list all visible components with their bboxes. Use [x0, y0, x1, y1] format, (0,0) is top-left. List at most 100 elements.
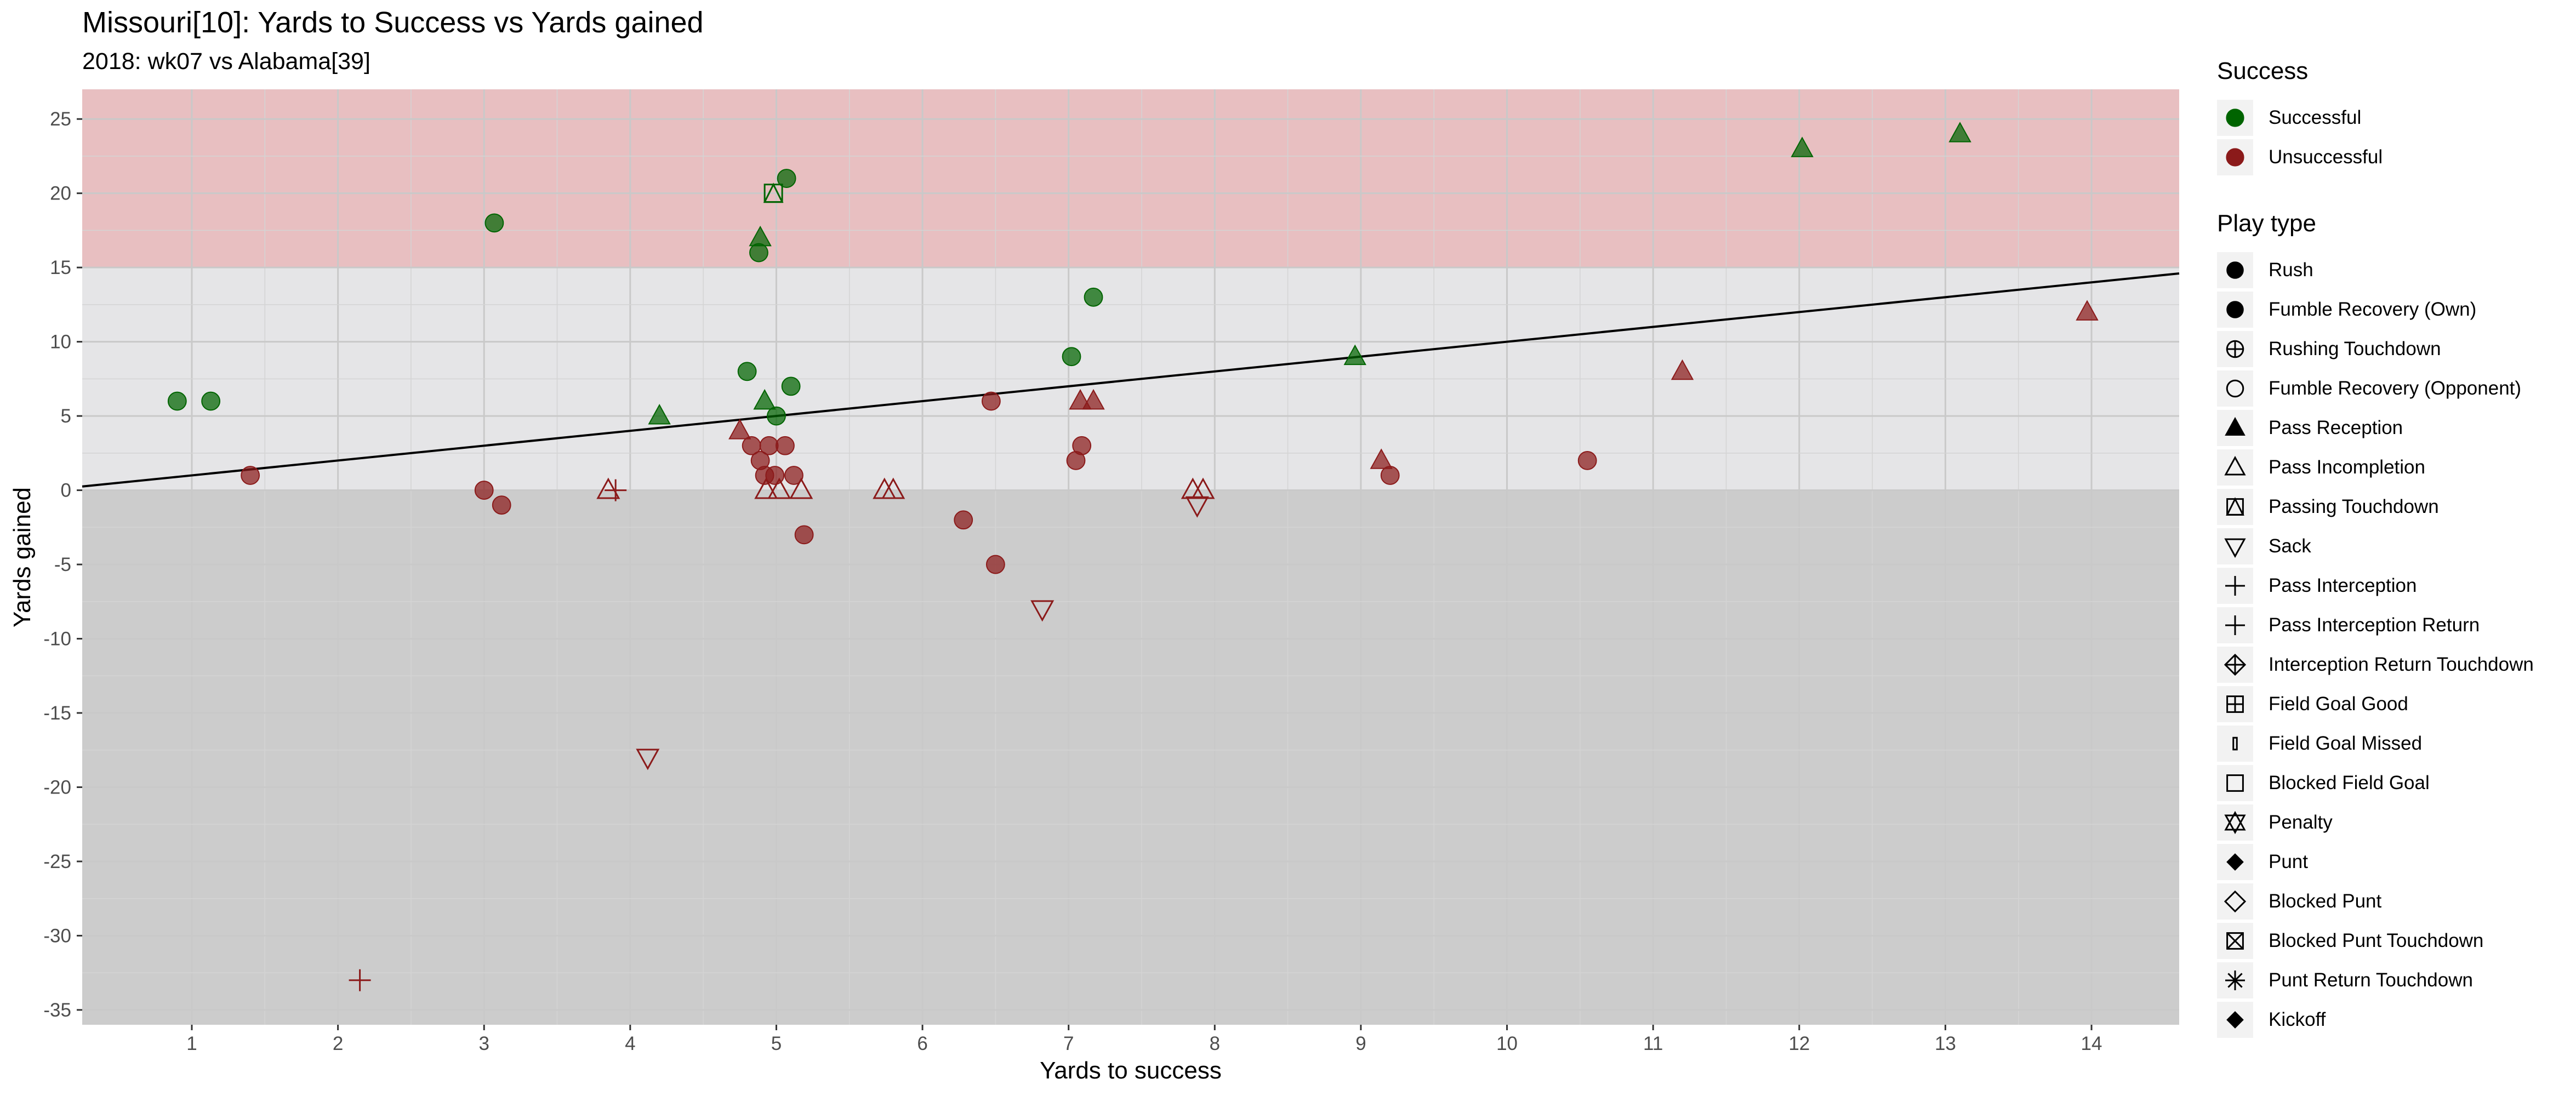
data-point-19 — [754, 477, 778, 499]
legend-play-type-item: Blocked Field Goal — [2217, 763, 2568, 803]
legend-play-type-label: Fumble Recovery (Own) — [2269, 299, 2477, 320]
legend-play-type-label: Sack — [2269, 535, 2311, 557]
y-tick-label: 25 — [50, 109, 71, 130]
star-of-david-icon — [2217, 804, 2253, 841]
data-point-34 — [981, 391, 1001, 411]
data-point-33 — [954, 510, 973, 530]
data-point-6 — [492, 495, 511, 515]
legend-play-type-item: Passing Touchdown — [2217, 487, 2568, 527]
x-tick-label: 3 — [478, 1033, 489, 1054]
legend-play-type-item: Field Goal Missed — [2217, 724, 2568, 763]
y-tick-label: -5 — [54, 554, 71, 575]
circle-plus-icon — [2217, 331, 2253, 367]
data-point-49 — [1577, 450, 1597, 470]
open-diamond-icon — [2217, 883, 2253, 920]
legend-play-type-item: Blocked Punt Touchdown — [2217, 921, 2568, 961]
data-point-30 — [794, 525, 814, 545]
y-tick-label: -15 — [43, 703, 71, 724]
x-tick-label: 5 — [771, 1033, 782, 1054]
plus-icon — [2217, 568, 2253, 604]
legend-play-type-label: Rush — [2269, 259, 2313, 281]
data-point-20 — [759, 436, 779, 455]
legend-play-type-label: Fumble Recovery (Opponent) — [2269, 378, 2522, 399]
x-tick-label: 8 — [1210, 1033, 1220, 1054]
legend-play-type-label: Punt — [2269, 851, 2308, 872]
data-point-3 — [349, 969, 371, 991]
legend-play-type-label: Interception Return Touchdown — [2269, 654, 2534, 675]
legend-play-type-item: Interception Return Touchdown — [2217, 645, 2568, 684]
x-tick-label: 13 — [1935, 1033, 1956, 1054]
legend-success-title: Success — [2217, 58, 2309, 84]
data-point-53 — [2076, 300, 2099, 321]
filled-diamond-icon — [2217, 1002, 2253, 1038]
open-circle-icon — [2217, 370, 2253, 407]
x-tick-label: 14 — [2081, 1033, 2102, 1054]
y-tick-label: -10 — [43, 629, 71, 650]
legend-success-label: Unsuccessful — [2269, 146, 2383, 168]
open-down-triangle-icon — [2217, 528, 2253, 564]
data-point-0 — [167, 391, 187, 411]
legend-play-type-title: Play type — [2217, 210, 2316, 237]
legend-play-type-label: Pass Interception — [2269, 575, 2417, 596]
legend-play-type-label: Penalty — [2269, 812, 2333, 833]
filled-circle-icon — [2217, 292, 2253, 328]
data-point-9 — [636, 749, 660, 770]
legend-play-type-label: Field Goal Good — [2269, 693, 2408, 715]
legend-play-type-item: Pass Reception — [2217, 408, 2568, 448]
legend-play-type-item: Field Goal Good — [2217, 684, 2568, 724]
y-axis-title: Yards gained — [9, 487, 36, 627]
legend-success-item: Successful — [2217, 98, 2568, 138]
filled-circle-icon — [2217, 100, 2253, 136]
legend-play-type-item: Punt — [2217, 842, 2568, 882]
legend-play-type-item: Penalty — [2217, 803, 2568, 842]
data-point-32 — [881, 477, 905, 499]
data-point-47 — [1370, 448, 1393, 469]
square-plus-icon — [2217, 686, 2253, 722]
legend-play-type-item: Rushing Touchdown — [2217, 329, 2568, 369]
data-point-27 — [781, 376, 801, 396]
y-axis-ticks: -35 -30 -25 -20 -15 -10 -5 0 5 10 15 20 25 — [43, 109, 82, 1021]
x-tick-label: 2 — [333, 1033, 343, 1054]
data-point-26 — [777, 169, 796, 188]
plus-icon — [2217, 607, 2253, 643]
reference-line-path — [82, 272, 2180, 488]
legend-play-type-label: Pass Incompletion — [2269, 456, 2425, 478]
data-point-5 — [485, 213, 504, 233]
data-point-14 — [749, 243, 768, 262]
data-point-23 — [767, 406, 786, 426]
y-tick-label: 20 — [50, 183, 71, 204]
x-axis-ticks: 1 2 3 4 5 6 7 8 9 10 11 12 13 14 — [186, 1025, 2102, 1054]
legend-play-type-item: Rush — [2217, 250, 2568, 290]
legend-play-type: Play type Rush Fumble Recovery (Own) Rushi… — [2217, 210, 2568, 1040]
data-point-36 — [1030, 600, 1055, 622]
data-point-51 — [1791, 136, 1814, 157]
x-axis-title: Yards to success — [1040, 1057, 1222, 1084]
filled-circle-icon — [2217, 139, 2253, 175]
x-tick-label: 9 — [1355, 1033, 1366, 1054]
data-point-52 — [1948, 122, 1971, 142]
data-point-15 — [749, 225, 772, 247]
data-point-42 — [1084, 287, 1103, 307]
legend-play-type-label: Rushing Touchdown — [2269, 338, 2441, 359]
background-bands — [82, 89, 2179, 1025]
legend-play-type-item: Pass Interception Return — [2217, 606, 2568, 645]
band-0 — [82, 89, 2179, 268]
legend-play-type-item: Blocked Punt — [2217, 882, 2568, 921]
thin-bar-icon — [2217, 726, 2253, 762]
grid-lines — [82, 89, 2179, 1025]
y-tick-label: -25 — [43, 851, 71, 872]
data-point-10 — [648, 404, 671, 425]
open-triangle-icon — [2217, 449, 2253, 486]
square-cross-icon — [2217, 923, 2253, 959]
data-point-37 — [1062, 347, 1081, 367]
legend-play-type-item: Kickoff — [2217, 1000, 2568, 1040]
y-tick-label: -30 — [43, 925, 71, 946]
filled-circle-icon — [2217, 252, 2253, 288]
x-tick-label: 10 — [1496, 1033, 1518, 1054]
filled-triangle-icon — [2217, 410, 2253, 446]
chart-subtitle: 2018: wk07 vs Alabama[39] — [82, 48, 371, 75]
y-tick-label: 0 — [61, 480, 71, 501]
legend-play-type-label: Blocked Field Goal — [2269, 772, 2430, 794]
legend-play-type-label: Field Goal Missed — [2269, 733, 2423, 754]
legend-play-type-label: Blocked Punt Touchdown — [2269, 930, 2484, 951]
